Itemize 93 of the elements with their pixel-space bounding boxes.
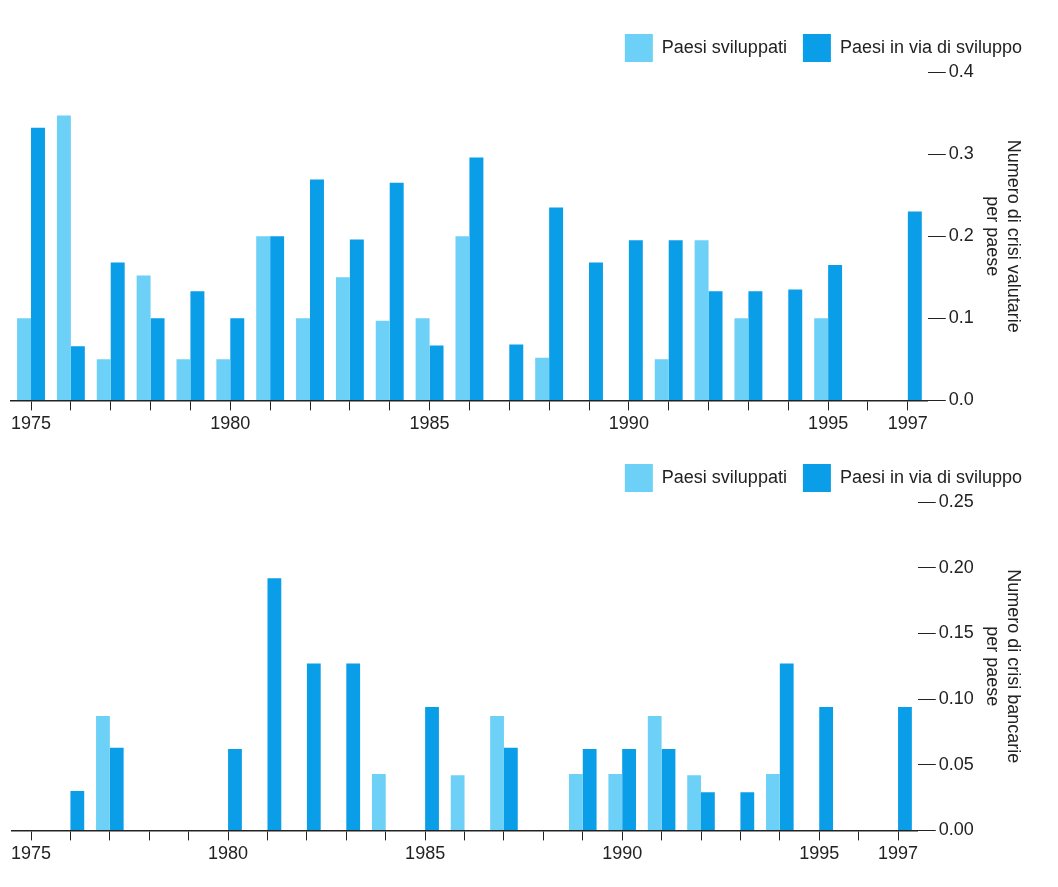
bar <box>346 663 361 830</box>
legend-label: Paesi sviluppati <box>661 36 787 57</box>
bar <box>429 345 444 400</box>
x-tick-label: 1995 <box>808 413 849 434</box>
bar <box>228 748 242 830</box>
bar <box>819 706 834 830</box>
x-tick-label: 1980 <box>208 843 249 864</box>
bar <box>375 320 390 400</box>
bar <box>267 578 282 830</box>
bar <box>56 115 71 400</box>
bar <box>568 773 583 830</box>
x-tick-label: 1995 <box>799 843 840 864</box>
bar <box>176 359 191 400</box>
bar <box>708 291 723 400</box>
x-tick-label: 1985 <box>405 843 446 864</box>
bar <box>668 240 683 400</box>
x-tick-label: 1985 <box>409 413 450 434</box>
x-tick-label: 1980 <box>210 413 251 434</box>
x-tick-label: 1975 <box>11 413 52 434</box>
x-tick-label: 1975 <box>11 843 52 864</box>
y-axis-title: Numero di crisi bancarie per paese <box>982 569 1025 764</box>
bar <box>455 236 470 400</box>
y-tick-label: 0.1 <box>948 307 974 328</box>
x-tick-label: 1990 <box>602 843 643 864</box>
bar <box>150 318 165 400</box>
bar <box>779 663 794 830</box>
bar <box>490 716 504 830</box>
bar <box>509 344 524 400</box>
bar <box>622 748 636 830</box>
bar <box>694 240 709 400</box>
legend-label: Paesi in via di sviluppo <box>839 466 1023 487</box>
bar <box>748 291 763 400</box>
bar <box>589 262 603 400</box>
bar <box>306 663 321 830</box>
bar <box>96 716 110 830</box>
bar <box>256 236 271 400</box>
bar <box>31 127 45 400</box>
y-axis-title: Numero di crisi valutarie per paese <box>982 139 1025 333</box>
bar <box>628 240 643 400</box>
bar <box>349 239 364 400</box>
bar <box>70 346 85 400</box>
x-tick-label: 1997 <box>887 413 928 434</box>
bar <box>661 748 676 830</box>
bar <box>310 179 324 400</box>
bar <box>136 275 151 400</box>
bar <box>469 157 484 400</box>
y-tick-label: 0.25 <box>938 490 974 511</box>
bar <box>110 262 125 400</box>
bar <box>296 318 311 400</box>
x-tick-label: 1997 <box>878 843 919 864</box>
bar <box>582 748 597 830</box>
bar <box>898 706 912 830</box>
bar <box>230 318 245 400</box>
bar <box>216 359 231 400</box>
bar <box>425 706 439 830</box>
bar <box>701 792 715 830</box>
legend-label: Paesi sviluppati <box>661 466 787 487</box>
bar <box>549 207 564 400</box>
bar <box>503 747 518 830</box>
bar <box>415 318 430 400</box>
bar <box>389 182 404 400</box>
bar <box>740 792 755 830</box>
bar <box>647 716 662 830</box>
bar <box>450 775 465 830</box>
x-tick-label: 1990 <box>608 413 649 434</box>
bar <box>17 318 32 400</box>
bar <box>109 747 124 830</box>
y-tick-label: 0.15 <box>938 622 974 643</box>
bar <box>734 318 749 400</box>
bar <box>190 291 205 400</box>
bar <box>766 773 780 830</box>
legend-label: Paesi in via di sviluppo <box>839 36 1023 57</box>
bar <box>96 359 111 400</box>
bar <box>270 236 285 400</box>
y-tick-label: 0.00 <box>938 819 974 840</box>
y-tick-label: 0.4 <box>948 60 974 81</box>
bar <box>371 773 386 830</box>
y-tick-label: 0.2 <box>948 225 974 246</box>
bar <box>70 790 85 830</box>
bar <box>654 359 669 400</box>
y-tick-label: 0.20 <box>938 556 974 577</box>
bar <box>814 318 829 400</box>
bar <box>535 357 550 400</box>
bar <box>608 773 623 830</box>
y-tick-label: 0.05 <box>938 753 974 774</box>
y-tick-label: 0.0 <box>948 389 974 410</box>
bar <box>687 775 702 830</box>
bar <box>828 264 843 400</box>
y-tick-label: 0.3 <box>948 143 974 164</box>
bar <box>907 211 922 400</box>
bar <box>335 277 350 400</box>
bar <box>788 289 803 400</box>
y-tick-label: 0.10 <box>938 688 974 709</box>
